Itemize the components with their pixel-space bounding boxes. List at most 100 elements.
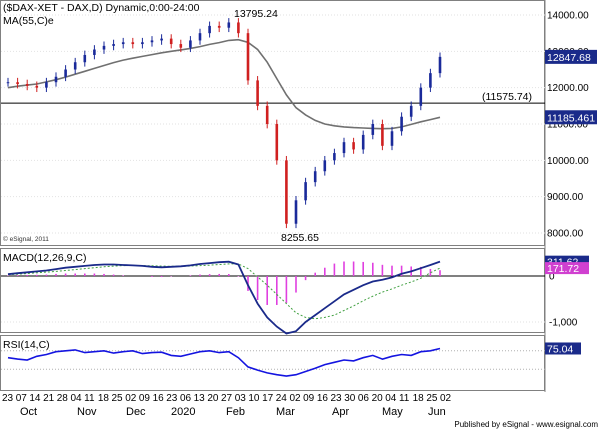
candle-body: [45, 82, 48, 88]
macd-line: [7, 260, 441, 335]
candle-body: [179, 44, 183, 48]
macd-panel: [0, 248, 545, 333]
rsi-badge: [545, 342, 581, 355]
x-tick-label: 21: [43, 393, 55, 404]
rsi-lines: [7, 347, 441, 377]
x-axis: 23 07 14 21 28 04 11 18 25 02 09 16 23 06 13 20 27 03 10 17…: [2, 393, 452, 418]
x-tick-label: 11: [84, 393, 95, 404]
x-tick-label: 20: [207, 393, 219, 404]
candles: [6, 18, 442, 229]
high-annotation: 13795.24: [234, 8, 278, 20]
price-badge-label: 11185.461: [547, 112, 595, 124]
x-tick-label: 20: [372, 393, 384, 404]
candle-body: [371, 124, 375, 135]
x-tick-label: 27: [221, 393, 233, 404]
x-tick-label: 17: [262, 393, 274, 404]
rsi-panel: [0, 335, 545, 391]
candle-body: [160, 38, 163, 41]
macd-badge-label: 171.72: [547, 263, 579, 275]
candle-body: [400, 116, 403, 132]
price-badge: [545, 49, 597, 64]
x-tick-label: 23: [166, 393, 178, 404]
price-badge: [545, 110, 597, 125]
x-tick-label: 09: [303, 393, 315, 404]
x-tick-label: 25: [112, 393, 124, 404]
x-tick-label: 11: [399, 393, 410, 404]
candle-body: [112, 44, 115, 46]
price-tick-label: 11000.00: [547, 120, 588, 131]
price-labels: 13795.24 8255.65 (11575.74) 12847.68 11185.4…: [234, 8, 597, 244]
price-tick-label: 10000.00: [547, 156, 589, 167]
rsi-labels: 75.04: [545, 342, 581, 355]
candle-body: [237, 22, 240, 34]
candle-body: [227, 22, 231, 28]
candle-body: [217, 25, 221, 28]
rsi-badge-label: 75.04: [547, 343, 573, 355]
candle-body: [150, 40, 154, 43]
candle-body: [275, 124, 279, 161]
month-label: Feb: [226, 406, 245, 418]
macd-tick-label: -1,000: [549, 318, 578, 329]
candle-body: [6, 82, 10, 84]
candle-body: [73, 62, 77, 70]
rsi-title: RSI(14,C): [3, 339, 50, 351]
rsi-grid: [1, 350, 545, 370]
ma-line: [7, 38, 441, 130]
macd-tick-label: 0: [549, 272, 555, 283]
month-label: Oct: [20, 406, 37, 418]
price-tick-label: 8000.00: [547, 229, 584, 240]
rsi-line: [7, 347, 441, 377]
x-tick-label: 23: [2, 393, 14, 404]
x-tick-label: 02: [440, 393, 452, 404]
month-label: Apr: [332, 406, 349, 418]
macd-lines: [7, 260, 441, 335]
copyright: © eSignal, 2011: [3, 235, 49, 243]
candle-body: [141, 42, 144, 45]
price-panel: [0, 0, 545, 246]
candle-body: [64, 69, 67, 77]
candle-body: [313, 171, 317, 183]
candle-body: [54, 76, 58, 83]
candle-body: [294, 200, 298, 224]
price-tick-label: 12000.00: [547, 83, 589, 94]
candle-body: [285, 160, 288, 224]
month-label: Dec: [126, 406, 146, 418]
x-tick-label: 04: [70, 393, 82, 404]
candle-body: [198, 33, 202, 41]
month-label: 2020: [171, 406, 195, 418]
candle-body: [265, 105, 269, 124]
candle-body: [208, 25, 211, 34]
price-grid: 8000.00 9000.00 10000.00 11000.00 12000.00 13…: [1, 11, 589, 240]
candle-body: [419, 87, 423, 106]
macd-title: MACD(12,26,9,C): [3, 252, 86, 264]
x-tick-label: 23: [331, 393, 343, 404]
x-tick-label: 25: [426, 393, 438, 404]
candle-body: [102, 45, 106, 50]
candle-body: [429, 73, 432, 88]
candle-body: [131, 42, 135, 45]
x-tick-label: 07: [16, 393, 28, 404]
candle-body: [83, 54, 87, 63]
candle-body: [409, 105, 413, 117]
candle-body: [246, 33, 250, 81]
candle-body: [256, 80, 259, 106]
candle-body: [189, 40, 192, 48]
x-tick-label: 09: [139, 393, 151, 404]
x-tick-label: 04: [385, 393, 397, 404]
x-tick-label: 24: [276, 393, 288, 404]
x-tick-label: 28: [57, 393, 69, 404]
x-tick-label: 10: [248, 393, 260, 404]
candle-body: [169, 38, 173, 45]
x-tick-label: 14: [29, 393, 41, 404]
macd-badge: [545, 255, 589, 268]
x-tick-label: 30: [344, 393, 356, 404]
candle-body: [342, 142, 346, 154]
candle-body: [352, 142, 355, 150]
month-label: Jun: [428, 406, 446, 418]
candle-body: [333, 153, 336, 161]
price-badge-label: 12847.68: [547, 52, 591, 64]
macd-grid: 0 -1,000: [1, 272, 578, 329]
candle-body: [323, 160, 327, 172]
signal-line: [7, 263, 441, 320]
